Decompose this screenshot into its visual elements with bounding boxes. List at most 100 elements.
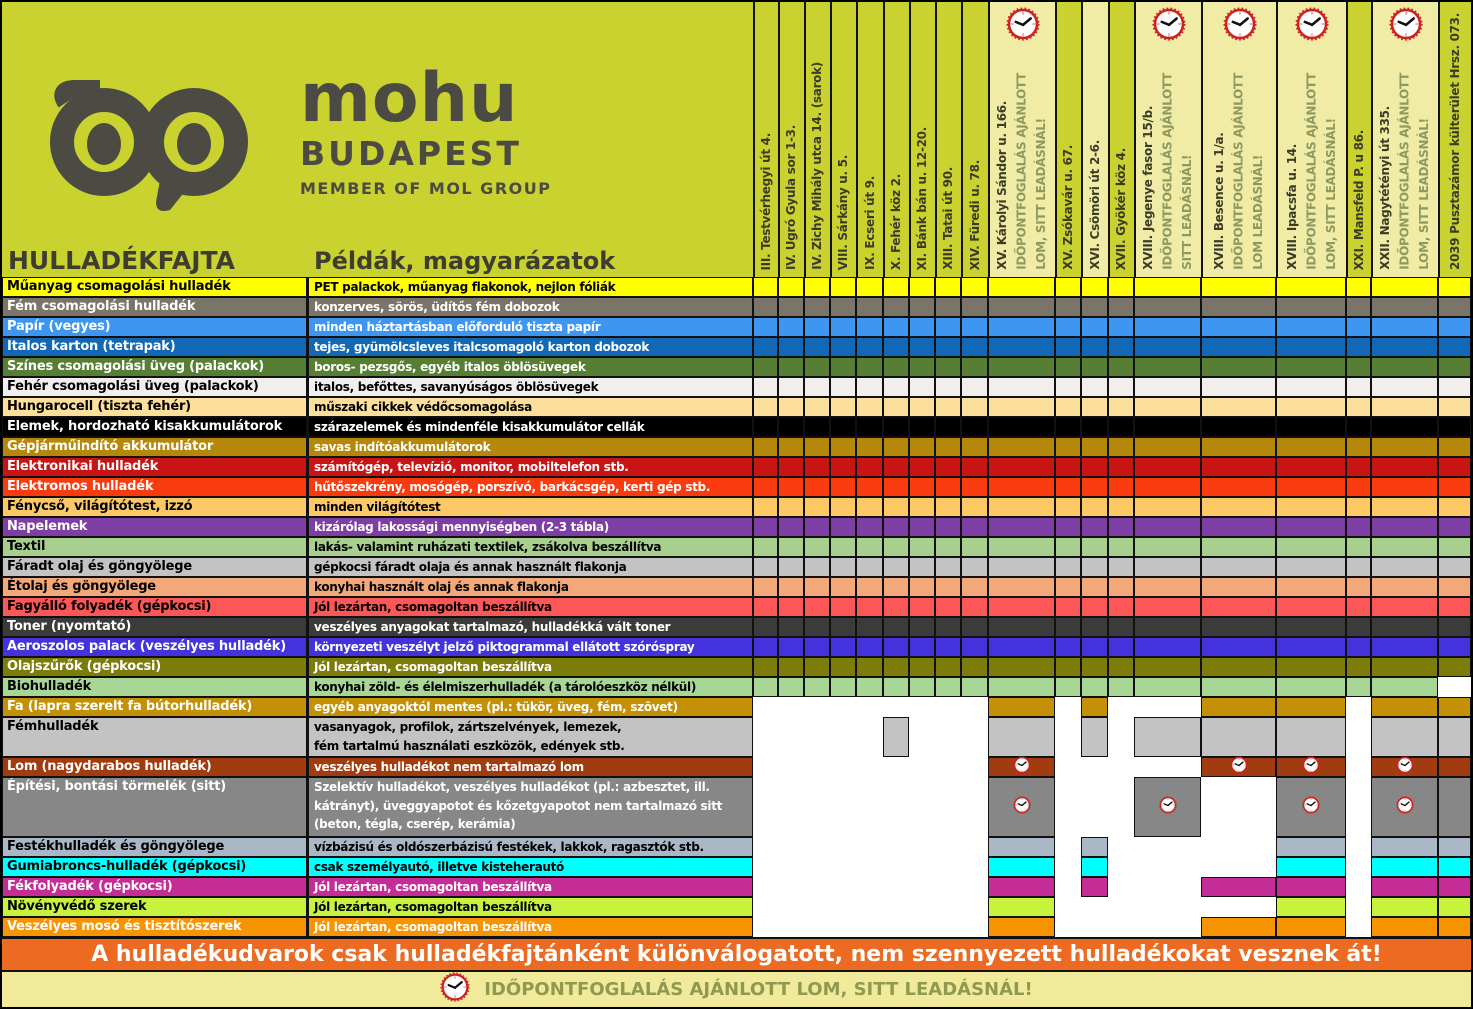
accepted-cell: [1108, 497, 1134, 517]
accepted-cell: [856, 457, 883, 477]
location-label: XVI. Csömöri út 2-6.: [1087, 140, 1102, 270]
accepted-cell: [856, 557, 883, 577]
waste-example-text: savas indítóakkumulátorok: [307, 437, 753, 457]
not-accepted-cell: [1346, 777, 1371, 837]
table-row: Fáradt olaj és göngyölege gépkocsi fáradt…: [2, 557, 1471, 577]
not-accepted-cell: [1134, 917, 1201, 937]
accepted-cell: [1134, 437, 1201, 457]
accepted-cell: [1201, 457, 1276, 477]
not-accepted-cell: [1108, 837, 1134, 857]
table-row: Fa (lapra szerelt fa bútorhulladék) egyéb…: [2, 697, 1471, 717]
accepted-cell: [1134, 597, 1201, 617]
accepted-cell: [804, 517, 830, 537]
table-row: Aeroszolos palack (veszélyes hulladék) kö…: [2, 637, 1471, 657]
accepted-cell: [1438, 417, 1471, 437]
accepted-cell: [1081, 337, 1108, 357]
accepted-cell: [778, 597, 804, 617]
accepted-cell: [988, 317, 1055, 337]
accepted-cell: [804, 357, 830, 377]
accepted-cell: [1371, 756, 1438, 777]
not-accepted-cell: [804, 897, 830, 917]
waste-example-text: egyéb anyagoktól mentes (pl.: tükör, üve…: [307, 697, 753, 717]
accepted-cell: [1134, 497, 1201, 517]
accepted-cell: [909, 617, 935, 637]
not-accepted-cell: [1108, 897, 1134, 917]
accepted-cell: [1201, 657, 1276, 677]
not-accepted-cell: [935, 757, 961, 777]
waste-example-text: Jól lezártan, csomagoltan beszállítva: [307, 897, 753, 917]
accepted-cell: [778, 557, 804, 577]
accepted-cell: [1081, 497, 1108, 517]
accepted-cell: [1055, 637, 1081, 657]
accepted-cell: [909, 277, 935, 297]
not-accepted-cell: [1081, 777, 1108, 837]
accepted-cell: [1276, 477, 1346, 497]
accepted-cell: [778, 337, 804, 357]
not-accepted-cell: [778, 897, 804, 917]
accepted-cell: [935, 497, 961, 517]
accepted-cell: [1276, 417, 1346, 437]
not-accepted-cell: [856, 697, 883, 717]
accepted-cell: [1276, 677, 1346, 697]
table-row: Gépjárműindító akkumulátor savas indítóak…: [2, 437, 1471, 457]
table-row: Italos karton (tetrapak) tejes, gyümölcsl…: [2, 337, 1471, 357]
accepted-cell: [1371, 717, 1438, 757]
accepted-cell: [935, 517, 961, 537]
accepted-cell: [988, 397, 1055, 417]
accepted-cell: [883, 537, 909, 557]
accepted-cell: [1438, 337, 1471, 357]
waste-example-text: Jól lezártan, csomagoltan beszállítva: [307, 657, 753, 677]
location-header: III. Testvérhegyi út 4. IV. Ugró Gyula so…: [753, 2, 1471, 277]
accepted-cell: [1134, 717, 1201, 757]
accepted-cell: [1371, 277, 1438, 297]
accepted-cell: [961, 337, 988, 357]
accepted-cell: [1276, 437, 1346, 457]
not-accepted-cell: [856, 857, 883, 877]
accepted-cell: [1201, 397, 1276, 417]
accepted-cell: [1081, 517, 1108, 537]
accepted-cell: [804, 457, 830, 477]
not-accepted-cell: [830, 717, 856, 757]
waste-example-text: Jól lezártan, csomagoltan beszállítva: [307, 877, 753, 897]
accepted-cell: [1371, 317, 1438, 337]
not-accepted-cell: [1055, 697, 1081, 717]
accepted-cell: [1346, 457, 1371, 477]
accepted-cell: [1081, 437, 1108, 457]
accepted-cell: [753, 297, 778, 317]
not-accepted-cell: [961, 757, 988, 777]
accepted-cell: [753, 637, 778, 657]
accepted-cell: [1371, 437, 1438, 457]
not-accepted-cell: [753, 777, 778, 837]
accepted-cell: [1276, 837, 1346, 857]
accepted-cell: [988, 877, 1055, 897]
accepted-cell: [988, 337, 1055, 357]
accepted-cell: [935, 297, 961, 317]
accepted-cell: [909, 297, 935, 317]
accepted-cell: [1108, 297, 1134, 317]
accepted-cell: [856, 477, 883, 497]
waste-example-text: vízbázisú és oldószerbázisú festékek, la…: [307, 837, 753, 857]
accepted-cell: [1438, 837, 1471, 857]
accepted-cell: [1371, 877, 1438, 897]
accepted-cell: [935, 677, 961, 697]
accepted-cell: [856, 677, 883, 697]
not-accepted-cell: [1108, 777, 1134, 837]
accepted-cell: [1371, 377, 1438, 397]
accepted-cell: [1346, 657, 1371, 677]
accepted-cell: [988, 677, 1055, 697]
accepted-cell: [1276, 457, 1346, 477]
accepted-cell: [856, 377, 883, 397]
accepted-cell: [1108, 357, 1134, 377]
location-label: XIV. Füredi u. 78.: [967, 159, 982, 270]
waste-type-label: Fa (lapra szerelt fa bútorhulladék): [2, 697, 307, 717]
accepted-cell: [1201, 717, 1276, 757]
waste-example-text: Jól lezártan, csomagoltan beszállítva: [307, 597, 753, 617]
accepted-cell: [883, 317, 909, 337]
accepted-cell: [1276, 297, 1346, 317]
accepted-cell: [1438, 877, 1471, 897]
accepted-cell: [1438, 377, 1471, 397]
not-accepted-cell: [804, 717, 830, 757]
waste-type-label: Napelemek: [2, 517, 307, 537]
accepted-cell: [935, 557, 961, 577]
accepted-cell: [1371, 557, 1438, 577]
